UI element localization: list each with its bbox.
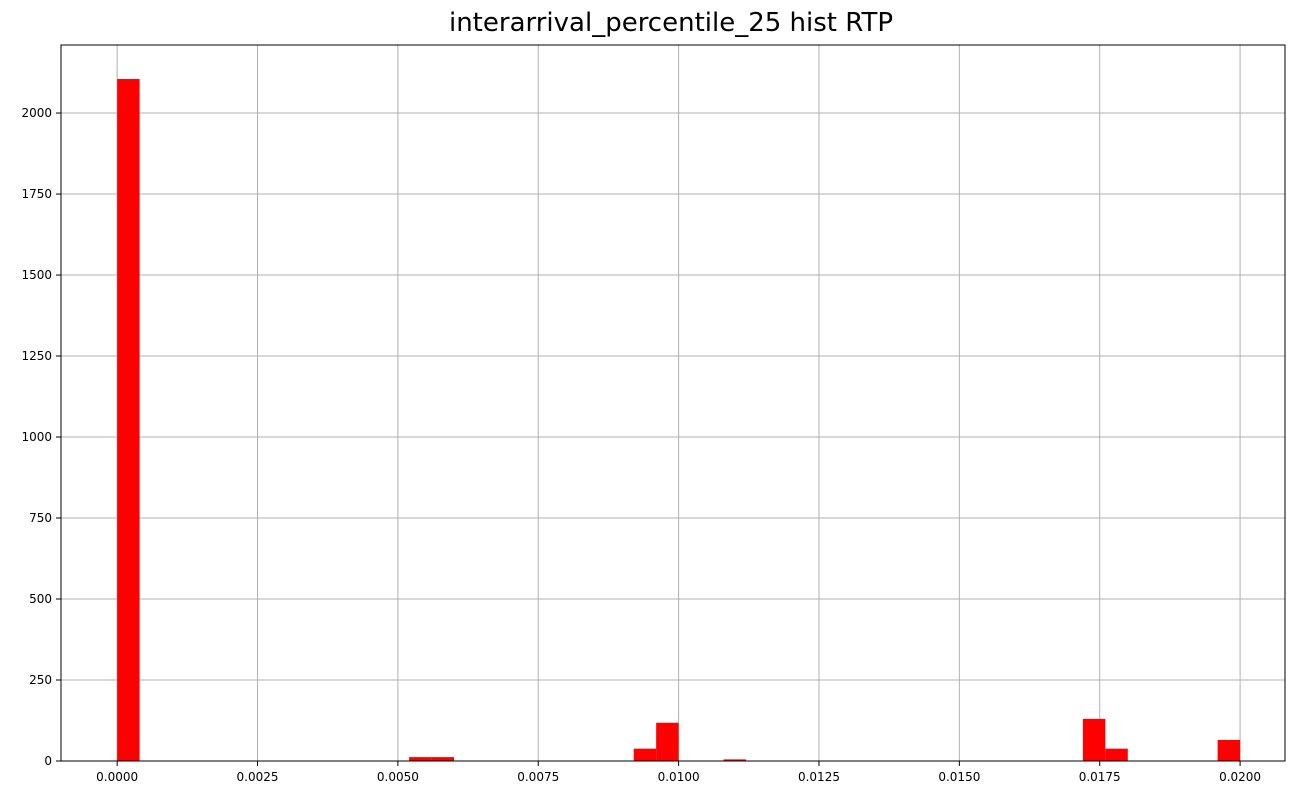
x-tick-label: 0.0200 [1219, 770, 1261, 784]
histogram-bar [1082, 718, 1106, 761]
bar-layer [117, 79, 1241, 762]
y-tick-label: 250 [29, 673, 52, 687]
y-tick-label: 0 [44, 754, 52, 768]
histogram-bar [117, 79, 140, 762]
y-tick-label: 1250 [21, 349, 52, 363]
grid-layer [61, 45, 1285, 762]
histogram-bar [409, 757, 432, 761]
plot-frame [60, 44, 1286, 762]
y-tick-label: 1000 [21, 430, 52, 444]
y-tick-label: 500 [29, 592, 52, 606]
x-tick-label: 0.0050 [377, 770, 419, 784]
histogram-bar [656, 722, 679, 761]
histogram-bar [633, 748, 657, 761]
histogram-bar [1105, 748, 1128, 761]
y-tick-label: 750 [29, 511, 52, 525]
chart-title: interarrival_percentile_25 hist RTP [448, 8, 894, 38]
x-tick-label: 0.0075 [517, 770, 559, 784]
x-tick-label: 0.0100 [658, 770, 700, 784]
x-tick-label: 0.0175 [1079, 770, 1121, 784]
x-axis-ticks: 0.0000 0.0025 0.0050 0.0075 0.0100 0.0125 0.01… [96, 761, 1261, 784]
y-tick-label: 1750 [21, 187, 52, 201]
histogram-bar [1217, 739, 1241, 761]
x-tick-label: 0.0025 [237, 770, 279, 784]
y-tick-label: 2000 [21, 106, 52, 120]
x-tick-label: 0.0000 [96, 770, 138, 784]
x-tick-label: 0.0150 [938, 770, 980, 784]
histogram-bar [431, 757, 455, 761]
y-tick-label: 1500 [21, 268, 52, 282]
x-tick-label: 0.0125 [798, 770, 840, 784]
histogram-bar [723, 759, 746, 761]
y-axis-ticks: 0 250 500 750 1000 1250 1500 1750 2000 [21, 106, 61, 768]
